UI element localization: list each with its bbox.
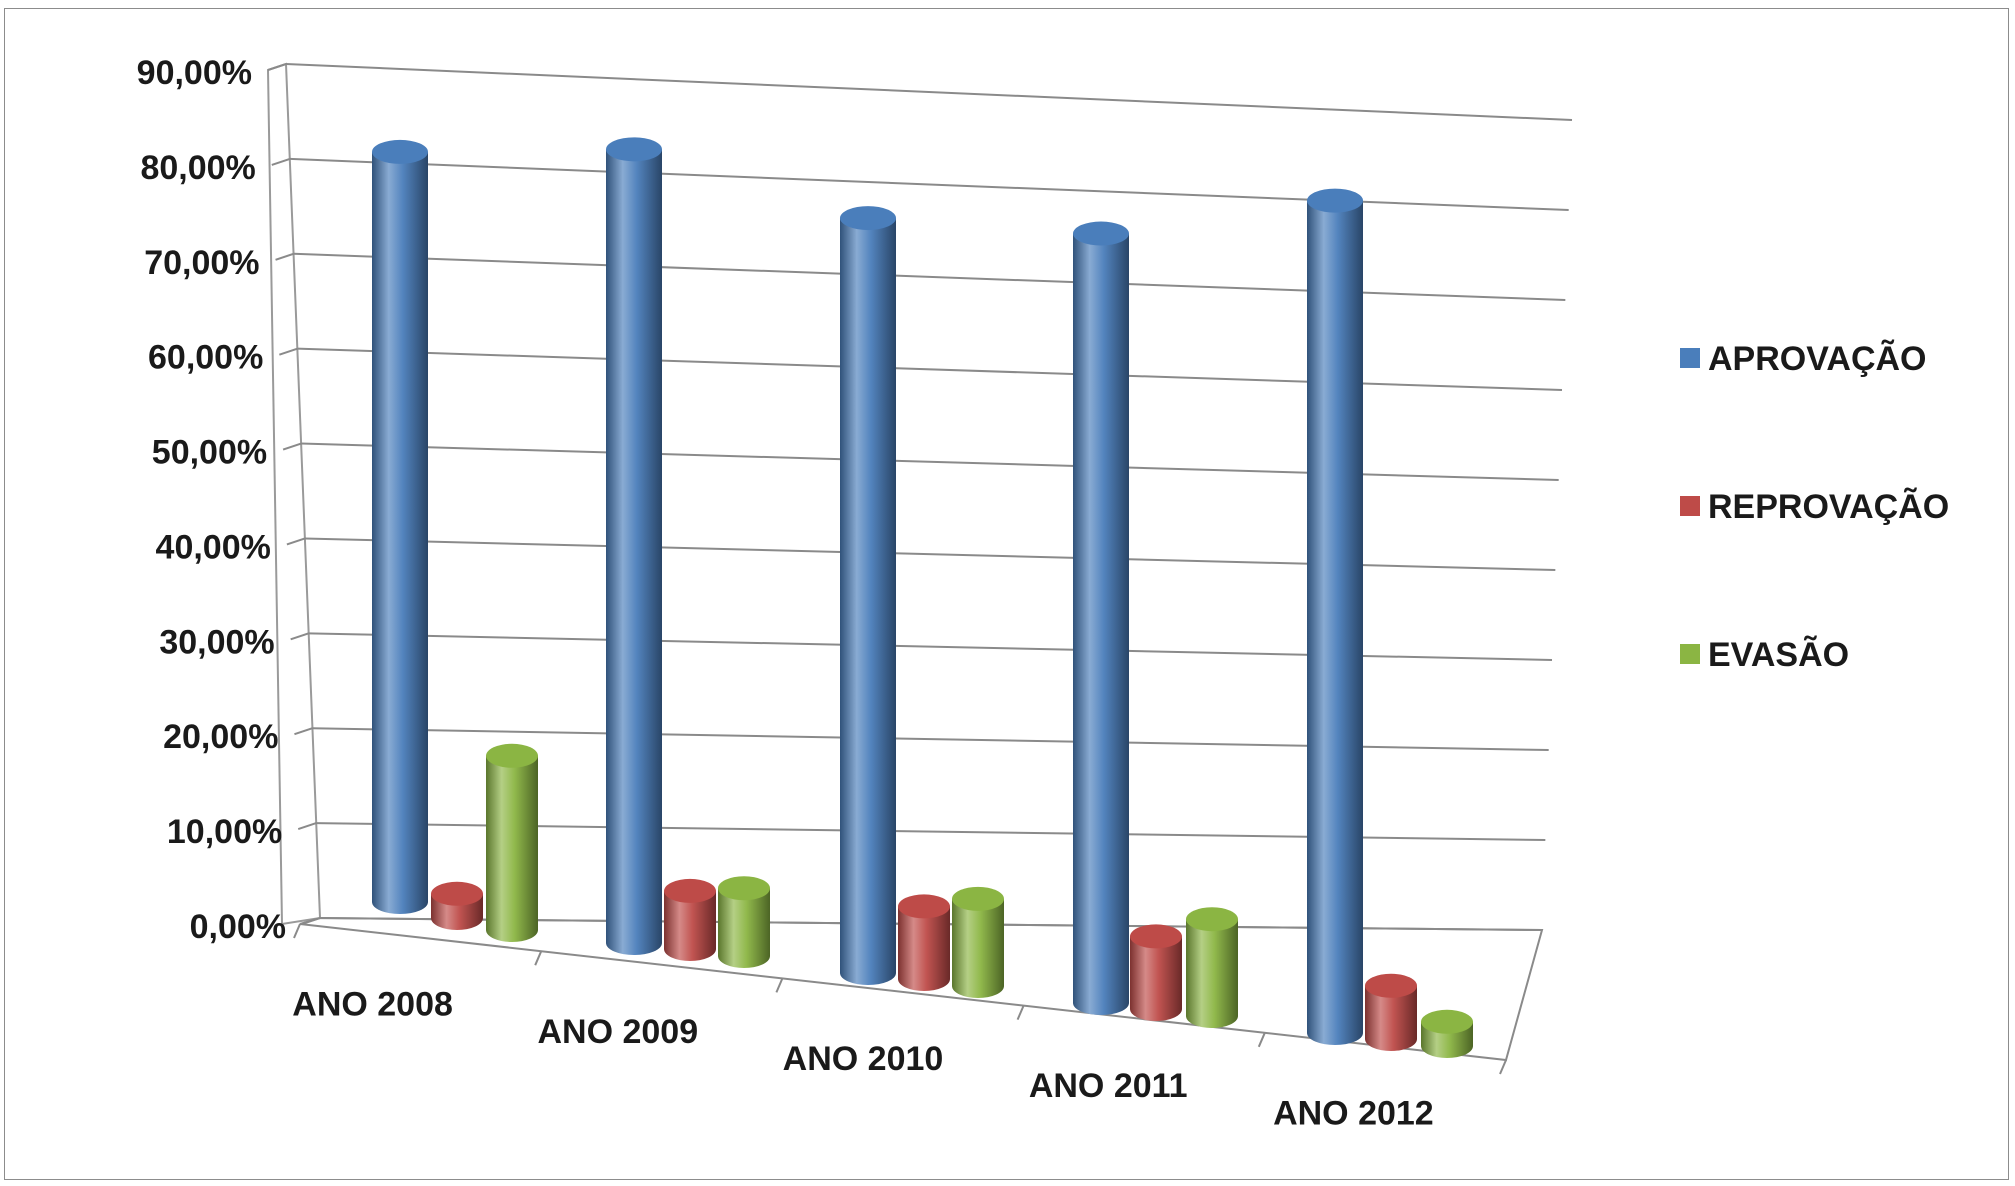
legend: APROVAÇÃO REPROVAÇÃO EVASÃO xyxy=(1680,340,1949,674)
bar-top xyxy=(1365,973,1417,998)
y-tick-label: 20,00% xyxy=(163,718,278,756)
gridline-depth xyxy=(294,727,313,736)
bar xyxy=(1186,907,1238,1028)
gridline-depth xyxy=(297,822,317,831)
legend-item: EVASÃO xyxy=(1680,636,1849,674)
x-category-label: ANO 2008 xyxy=(292,986,453,1024)
chart-walls xyxy=(266,62,322,926)
bar xyxy=(1307,188,1363,1046)
y-tick-label: 40,00% xyxy=(156,528,271,566)
legend-label: APROVAÇÃO xyxy=(1708,340,1927,378)
legend-swatch xyxy=(1680,348,1700,368)
y-tick-label: 30,00% xyxy=(159,623,274,661)
bar-top xyxy=(898,894,950,919)
gridlines xyxy=(267,63,1573,931)
y-tick-label: 70,00% xyxy=(144,244,259,282)
x-tick xyxy=(1257,1032,1266,1048)
x-axis-categories: ANO 2008 ANO 2009 ANO 2010 ANO 2011 ANO 2012 xyxy=(292,986,1433,1133)
bar xyxy=(606,137,662,955)
legend-item: REPROVAÇÃO xyxy=(1680,488,1949,526)
bar-body xyxy=(606,149,662,955)
bar-body xyxy=(486,755,538,942)
bar-body xyxy=(1130,936,1182,1021)
legend-label: EVASÃO xyxy=(1708,636,1849,674)
bars xyxy=(372,137,1473,1058)
bar-top xyxy=(664,878,716,903)
y-tick-label: 10,00% xyxy=(167,813,282,851)
bar xyxy=(486,743,538,942)
bar-top xyxy=(840,206,896,231)
y-tick-label: 0,00% xyxy=(190,908,286,946)
bar xyxy=(1073,221,1129,1015)
bar xyxy=(718,876,770,968)
legend-swatch xyxy=(1680,496,1700,516)
bar-top xyxy=(1130,924,1182,949)
x-category-label: ANO 2012 xyxy=(1273,1094,1434,1132)
bar-body xyxy=(664,890,716,961)
bar-top xyxy=(431,881,483,906)
bar-top xyxy=(1073,221,1129,246)
y-tick-label: 50,00% xyxy=(152,434,267,472)
x-category-label: ANO 2010 xyxy=(783,1040,944,1078)
gridline xyxy=(301,442,1559,481)
bar-top xyxy=(1307,188,1363,213)
gridline-depth xyxy=(279,347,298,356)
x-tick xyxy=(534,950,543,966)
bar xyxy=(372,139,428,915)
bar-top xyxy=(606,137,662,162)
side-wall xyxy=(266,62,322,926)
bar xyxy=(840,206,896,985)
bar-body xyxy=(372,151,428,915)
gridline xyxy=(289,157,1569,211)
gridline xyxy=(304,537,1556,571)
bar xyxy=(1365,973,1417,1051)
legend-label: REPROVAÇÃO xyxy=(1708,488,1949,526)
bar-top xyxy=(1421,1009,1473,1034)
x-tick xyxy=(1016,1005,1025,1020)
x-tick xyxy=(775,978,784,993)
gridline-depth xyxy=(290,632,309,641)
bar xyxy=(952,886,1004,998)
gridline-depth xyxy=(267,63,287,71)
y-tick-label: 90,00% xyxy=(137,54,252,92)
x-category-label: ANO 2009 xyxy=(537,1013,698,1051)
gridline-depth xyxy=(275,252,294,261)
x-category-label: ANO 2011 xyxy=(1029,1067,1188,1105)
chart-frame xyxy=(4,8,2009,1180)
bar xyxy=(664,878,716,961)
bar-top xyxy=(372,139,428,164)
bar xyxy=(1421,1009,1473,1058)
bar-body xyxy=(840,218,896,985)
x-tick xyxy=(293,923,301,939)
gridline xyxy=(297,347,1563,391)
bar-body xyxy=(952,898,1004,998)
gridline xyxy=(308,632,1553,661)
gridline-depth xyxy=(282,442,302,451)
gridline xyxy=(285,63,1573,121)
y-tick-label: 80,00% xyxy=(140,149,255,187)
bar xyxy=(431,881,483,930)
bar xyxy=(1130,924,1182,1021)
x-tick xyxy=(1499,1059,1507,1075)
bar-top xyxy=(486,743,538,768)
bar-body xyxy=(1365,985,1417,1051)
gridline xyxy=(293,252,1566,301)
bar-body xyxy=(1186,919,1238,1028)
gridline-depth xyxy=(271,157,291,166)
legend-swatch xyxy=(1680,644,1700,664)
bar-body xyxy=(898,906,950,991)
bar-top xyxy=(1186,907,1238,932)
gridline-depth xyxy=(286,537,306,546)
y-axis-ticks: 0,00% 10,00% 20,00% 30,00% 40,00% 50,00% 60,00… xyxy=(137,54,286,946)
y-tick-label: 60,00% xyxy=(148,339,263,377)
bar-body xyxy=(1073,233,1129,1015)
bar xyxy=(898,894,950,991)
bar-top xyxy=(952,886,1004,911)
bar-body xyxy=(1307,200,1363,1046)
legend-item: APROVAÇÃO xyxy=(1680,340,1927,378)
bar-body xyxy=(718,888,770,968)
bar-top xyxy=(718,876,770,901)
